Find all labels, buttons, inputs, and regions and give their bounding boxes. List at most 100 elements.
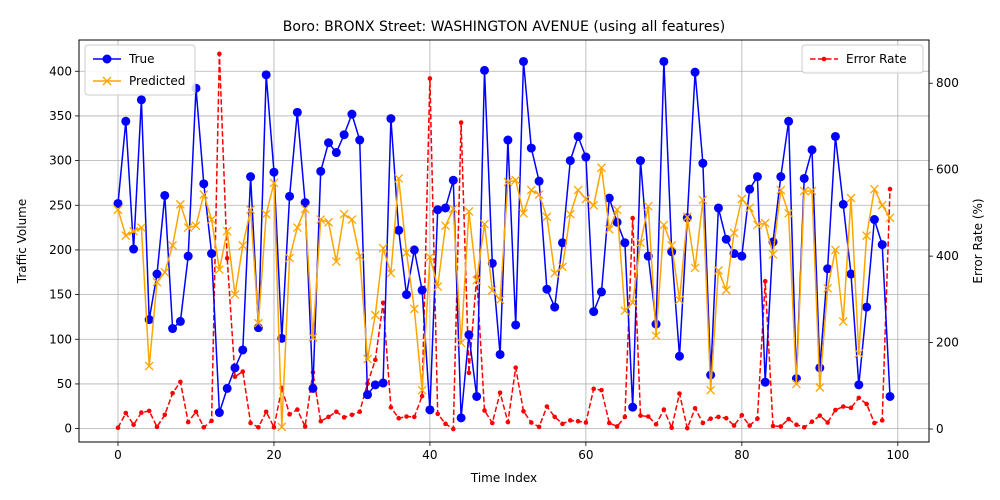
- data-point-predicted: [698, 195, 708, 205]
- data-point-true: [207, 249, 217, 259]
- data-point-true: [222, 383, 232, 393]
- data-point-error-rate: [302, 424, 308, 429]
- data-point-predicted: [487, 285, 497, 295]
- y-tick-label: 250: [49, 198, 72, 212]
- data-point-error-rate: [645, 414, 651, 419]
- data-point-predicted: [690, 263, 700, 273]
- data-point-predicted: [784, 208, 794, 218]
- data-point-true: [183, 251, 193, 261]
- data-point-true: [721, 234, 731, 244]
- data-point-predicted: [511, 175, 521, 185]
- data-point-true: [339, 130, 349, 140]
- data-point-predicted: [752, 220, 762, 230]
- y-right-tick-label: 600: [936, 163, 959, 177]
- data-point-predicted: [791, 379, 801, 389]
- data-point-error-rate: [185, 419, 191, 425]
- y-tick-label: 350: [49, 109, 72, 123]
- legend-left: True Predicted: [84, 44, 196, 96]
- data-point-error-rate: [661, 407, 667, 412]
- data-point-true: [472, 391, 482, 401]
- data-point-true: [674, 351, 684, 361]
- data-point-predicted: [721, 285, 731, 295]
- x-tick-label: 80: [734, 448, 749, 462]
- data-point-true: [799, 173, 809, 183]
- data-point-predicted: [199, 190, 209, 200]
- data-point-predicted: [378, 243, 388, 253]
- data-point-error-rate: [879, 418, 885, 423]
- data-point-predicted: [285, 253, 295, 263]
- data-point-error-rate: [840, 404, 846, 409]
- data-point-error-rate: [692, 405, 698, 411]
- data-point-error-rate: [544, 404, 550, 409]
- chart-title: Boro: BRONX Street: WASHINGTON AVENUE (u…: [283, 19, 725, 35]
- x-tick-label: 20: [266, 448, 281, 462]
- data-point-true: [199, 179, 209, 189]
- data-point-error-rate: [552, 414, 557, 420]
- data-point-error-rate: [466, 370, 472, 376]
- data-point-true: [604, 193, 614, 203]
- data-point-predicted: [402, 248, 411, 258]
- data-point-predicted: [526, 185, 536, 195]
- data-point-true: [246, 172, 256, 182]
- legend-label-predicted: Predicted: [129, 74, 185, 88]
- data-point-error-rate: [770, 423, 776, 429]
- legend-marker-predicted: [102, 76, 112, 86]
- data-point-true: [659, 56, 669, 66]
- data-point-true: [433, 205, 443, 215]
- data-point-true: [300, 198, 310, 208]
- data-point-predicted: [815, 383, 825, 392]
- data-point-predicted: [768, 249, 778, 259]
- data-point-true: [495, 349, 505, 359]
- x-axis-title: Time Index: [470, 471, 537, 485]
- data-point-true: [136, 95, 146, 105]
- data-point-error-rate: [864, 401, 869, 407]
- data-point-true: [534, 176, 544, 186]
- data-point-predicted: [542, 212, 552, 222]
- data-point-error-rate: [739, 412, 745, 418]
- data-point-true: [784, 116, 794, 126]
- y-right-tick-label: 200: [936, 336, 959, 350]
- data-point-true: [409, 245, 419, 255]
- data-point-error-rate: [505, 419, 511, 425]
- data-point-true: [238, 345, 248, 355]
- data-point-predicted: [667, 241, 677, 250]
- data-point-true: [480, 65, 490, 75]
- data-point-true: [628, 402, 638, 412]
- data-point-predicted: [651, 331, 661, 341]
- data-point-predicted: [121, 231, 131, 241]
- data-point-predicted: [214, 265, 224, 275]
- data-point-true: [261, 70, 271, 80]
- data-point-true: [690, 67, 700, 77]
- data-point-true: [386, 114, 396, 124]
- data-point-error-rate: [131, 422, 136, 428]
- data-point-predicted: [885, 213, 895, 223]
- data-point-error-rate: [606, 420, 612, 426]
- data-point-true: [160, 190, 170, 200]
- data-point-predicted: [324, 217, 334, 227]
- data-point-error-rate: [349, 412, 355, 418]
- data-point-error-rate: [295, 407, 300, 412]
- y-right-tick-label: 800: [936, 76, 959, 90]
- data-point-error-rate: [396, 415, 402, 421]
- data-point-predicted: [277, 422, 287, 432]
- data-point-predicted: [674, 295, 684, 305]
- y-tick-label: 50: [57, 377, 72, 391]
- data-point-true: [503, 135, 513, 145]
- data-point-error-rate: [154, 424, 160, 430]
- data-point-true: [511, 320, 521, 330]
- data-point-error-rate: [373, 357, 378, 363]
- y-right-tick-label: 0: [936, 422, 944, 436]
- data-point-true: [331, 148, 341, 158]
- data-point-error-rate: [809, 419, 815, 424]
- data-point-true: [285, 191, 295, 201]
- data-point-error-rate: [622, 414, 628, 420]
- data-point-true: [752, 172, 762, 182]
- data-point-predicted: [300, 204, 310, 214]
- series-layer: [113, 51, 895, 432]
- data-point-true: [324, 138, 334, 148]
- data-point-error-rate: [263, 409, 269, 415]
- data-point-predicted: [581, 194, 591, 204]
- data-point-error-rate: [217, 51, 222, 57]
- data-point-error-rate: [341, 415, 347, 420]
- data-point-predicted: [222, 226, 232, 236]
